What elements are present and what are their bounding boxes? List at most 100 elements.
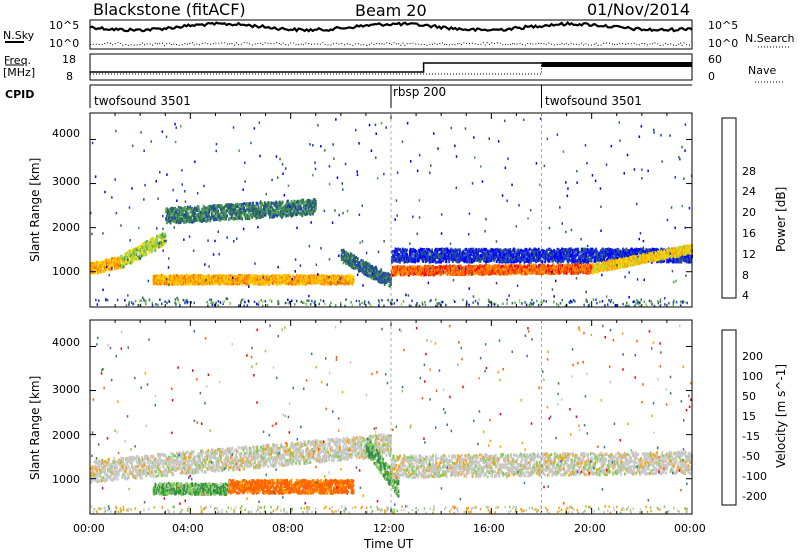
velocity-ytick-1000: 1000 xyxy=(52,473,80,486)
power-cell xyxy=(167,274,170,278)
power-cell xyxy=(360,262,363,266)
power-cell xyxy=(306,203,309,207)
power-cell xyxy=(281,200,284,204)
power-cell xyxy=(232,205,235,209)
power-cell xyxy=(189,276,192,280)
power-cell xyxy=(184,279,186,283)
power-cell xyxy=(185,275,188,279)
power-cell xyxy=(289,213,292,217)
power-cell xyxy=(262,210,265,214)
power-cell xyxy=(216,208,219,212)
power-cell xyxy=(547,264,550,268)
power-cell xyxy=(92,271,95,275)
power-cell xyxy=(130,249,133,253)
power-cell xyxy=(269,207,271,211)
power-cell xyxy=(260,206,262,210)
power-cell xyxy=(312,201,314,205)
power-cell xyxy=(224,214,227,218)
power-cell xyxy=(184,206,186,209)
power-cell xyxy=(185,209,188,213)
power-cell xyxy=(215,205,218,209)
power-cell xyxy=(276,206,279,210)
noise-tick-bottom-right: 10^0 xyxy=(708,37,739,50)
power-cell xyxy=(275,211,278,215)
power-cell xyxy=(151,246,154,250)
power-cell xyxy=(172,274,175,277)
power-cell xyxy=(190,279,193,283)
power-cell xyxy=(268,204,271,208)
power-cell xyxy=(286,209,288,213)
power-cell xyxy=(173,219,176,223)
power-cell xyxy=(148,243,150,247)
power-cell xyxy=(231,213,234,217)
power-cell xyxy=(306,205,309,209)
power-cell xyxy=(303,203,305,206)
power-cell xyxy=(236,212,238,216)
power-cell xyxy=(215,209,218,213)
power-cell xyxy=(435,260,438,264)
power-cell xyxy=(193,281,196,284)
power-cell xyxy=(248,204,251,207)
power-cell xyxy=(208,209,211,213)
power-cell xyxy=(189,275,192,279)
power-cell xyxy=(181,208,184,212)
power-cell xyxy=(198,210,201,214)
power-cell xyxy=(289,211,292,215)
power-cell xyxy=(281,279,284,283)
power-cell xyxy=(155,275,158,279)
power-cell xyxy=(268,208,271,212)
xtick-4: 16:00 xyxy=(473,522,505,535)
power-cell xyxy=(299,203,302,207)
power-cell xyxy=(307,211,310,215)
power-cell xyxy=(392,259,395,263)
power-cell xyxy=(130,255,133,259)
power-ytick-1000: 1000 xyxy=(52,265,80,278)
power-cell xyxy=(208,211,211,215)
power-cell xyxy=(176,212,179,216)
power-cell xyxy=(210,209,213,213)
power-cell xyxy=(153,241,156,245)
power-cell xyxy=(278,206,280,210)
xtick-3: 12:00 xyxy=(373,522,405,535)
vel-cb-tick-m100: -100 xyxy=(742,470,767,483)
power-cell xyxy=(232,211,235,215)
power-cell xyxy=(130,253,133,257)
power-cell xyxy=(239,207,242,211)
power-cell xyxy=(185,278,188,282)
power-cell xyxy=(424,265,426,269)
power-cell xyxy=(253,214,256,218)
power-cell xyxy=(263,208,266,212)
power-cell xyxy=(219,212,222,216)
power-cell xyxy=(164,239,167,243)
power-cell xyxy=(134,257,137,261)
power-cell xyxy=(219,216,222,220)
power-cell xyxy=(167,214,170,218)
power-cell xyxy=(345,251,348,254)
power-cell xyxy=(265,212,268,215)
power-cell xyxy=(103,262,106,266)
power-cell xyxy=(298,207,301,211)
power-cell xyxy=(132,259,135,263)
power-cell xyxy=(247,210,250,214)
power-cell xyxy=(265,282,268,286)
noise-tick-top-left: 10^5 xyxy=(49,19,80,32)
power-cell xyxy=(446,272,449,276)
power-cell xyxy=(219,218,221,222)
power-cell xyxy=(196,218,199,222)
power-cell xyxy=(245,213,247,217)
power-cell xyxy=(152,274,155,278)
power-cell xyxy=(180,211,183,215)
power-cell xyxy=(161,239,164,242)
power-cell xyxy=(498,264,501,268)
power-cell xyxy=(180,275,183,279)
power-cell xyxy=(268,212,271,216)
power-cell xyxy=(306,201,309,205)
power-cell xyxy=(162,274,165,278)
power-cell xyxy=(193,277,196,281)
power-cell xyxy=(241,217,244,221)
power-cell xyxy=(137,246,140,250)
power-cell xyxy=(279,201,281,205)
power-cell xyxy=(165,210,168,214)
power-cell xyxy=(234,208,236,212)
power-cell xyxy=(215,207,218,211)
